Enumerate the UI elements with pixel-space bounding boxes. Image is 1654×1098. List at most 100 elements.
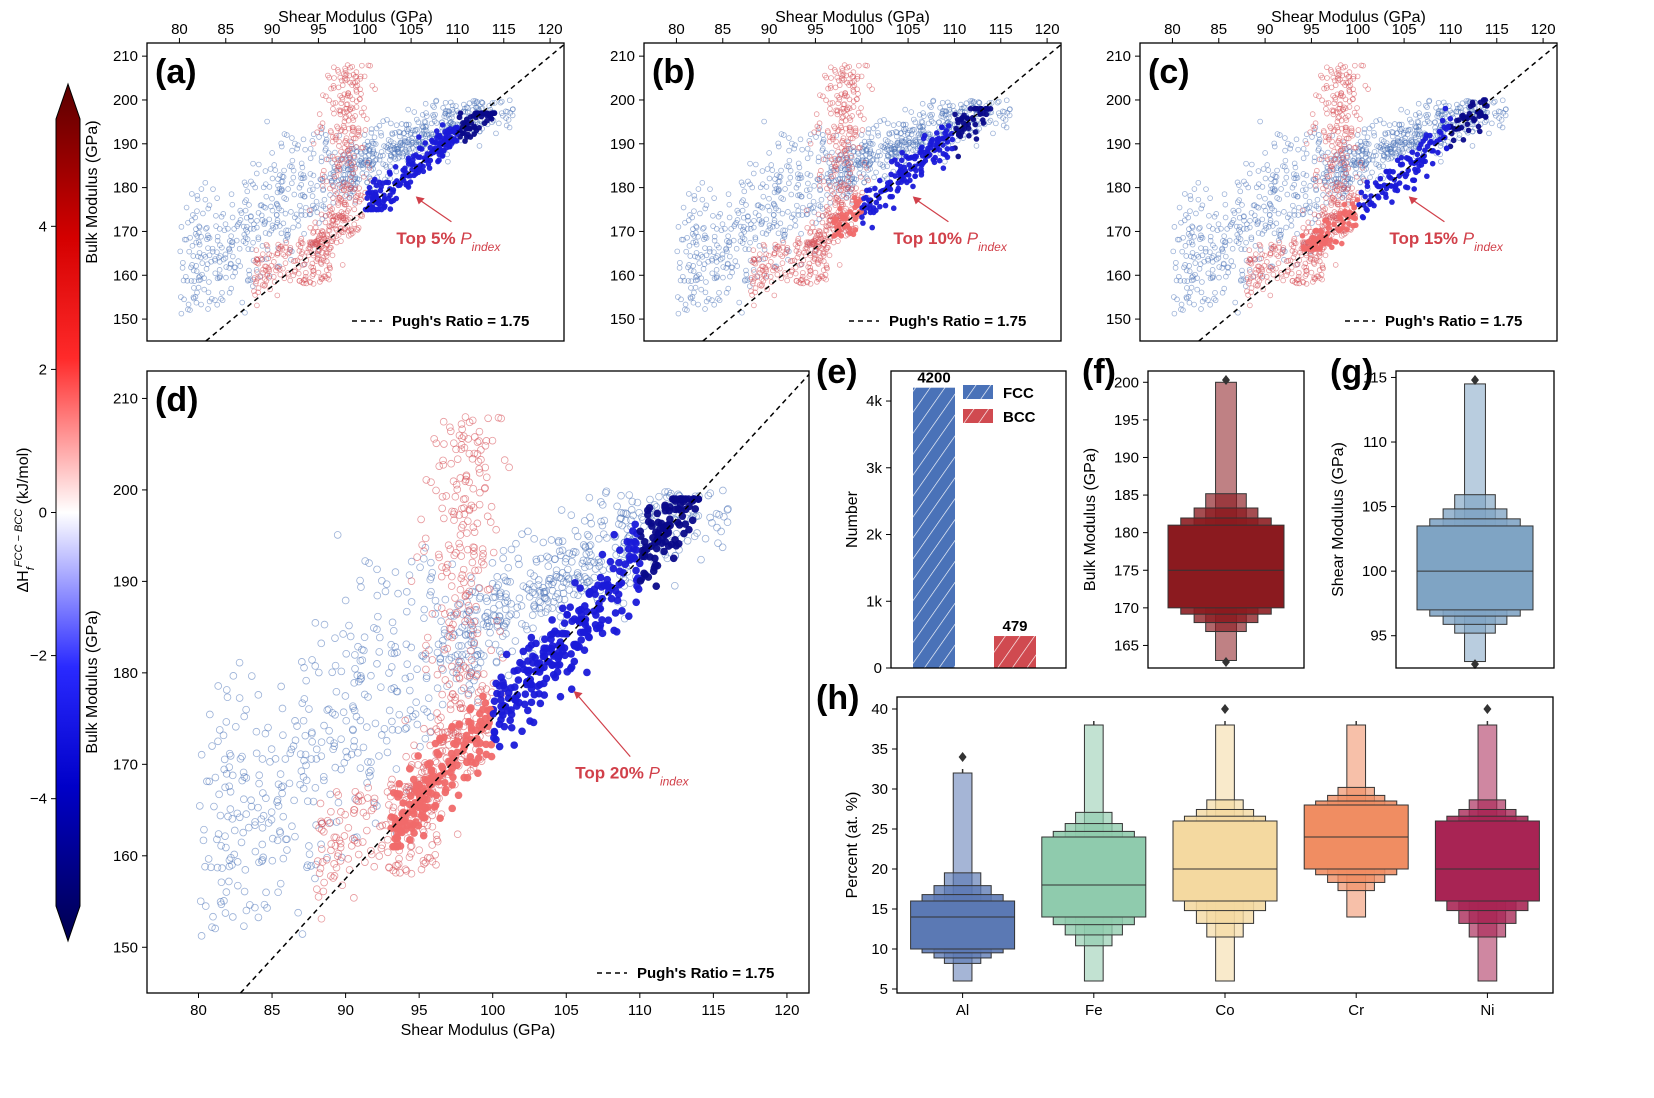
- bcc-point: [282, 260, 289, 266]
- fcc-point: [776, 173, 783, 180]
- fcc-point: [205, 234, 212, 241]
- fcc-point: [862, 161, 868, 168]
- fcc-point: [787, 224, 793, 231]
- fcc-point: [201, 286, 207, 293]
- bcc-point: [348, 226, 355, 232]
- bcc-point: [782, 270, 788, 276]
- fcc-point: [359, 162, 366, 169]
- fcc-point: [732, 258, 739, 264]
- fcc-point: [447, 99, 454, 106]
- fcc-point: [946, 111, 952, 118]
- fcc-point: [1438, 158, 1444, 165]
- bcc-point: [1319, 97, 1325, 104]
- fcc-point: [853, 161, 859, 168]
- fcc-point: [760, 193, 767, 200]
- fcc-point: [1362, 151, 1369, 157]
- fcc-point: [927, 102, 933, 109]
- fcc-point: [385, 137, 392, 143]
- top-point: [1429, 160, 1436, 167]
- fcc-point: [758, 221, 765, 228]
- top-point: [949, 136, 956, 143]
- top-point: [418, 146, 425, 152]
- fcc-point: [986, 119, 992, 126]
- top-point: [938, 124, 945, 130]
- bcc-point: [1321, 85, 1327, 92]
- bcc-point: [853, 96, 860, 103]
- bcc-point: [306, 207, 313, 214]
- top-point: [1394, 187, 1401, 194]
- top-point: [416, 134, 422, 140]
- fcc-point: [1223, 273, 1229, 280]
- top-point: [1396, 180, 1403, 186]
- fcc-point: [269, 175, 276, 182]
- fcc-point: [1178, 306, 1184, 313]
- fcc-point: [1292, 164, 1299, 171]
- fcc-point: [701, 236, 707, 243]
- fcc-point: [1423, 102, 1429, 109]
- fcc-point: [786, 157, 793, 164]
- fcc-point: [711, 233, 718, 240]
- fcc-point: [1282, 135, 1288, 141]
- fcc-point: [892, 148, 898, 155]
- top-point: [918, 166, 924, 172]
- x-tick-label: 105: [399, 21, 424, 38]
- bcc-point: [297, 238, 304, 244]
- fcc-point: [718, 227, 725, 234]
- bcc-point: [306, 244, 313, 251]
- bcc-point: [811, 129, 817, 135]
- fcc-point: [1275, 210, 1282, 217]
- top-point: [898, 157, 905, 164]
- bcc-point: [318, 126, 325, 133]
- bcc-point: [780, 239, 787, 246]
- top-point: [955, 153, 962, 160]
- fcc-point: [183, 204, 190, 211]
- fcc-point: [885, 147, 892, 153]
- fcc-point: [1180, 234, 1186, 241]
- fcc-point: [412, 126, 419, 133]
- fcc-point: [903, 146, 910, 153]
- bcc-point: [312, 241, 319, 248]
- fcc-point: [803, 187, 810, 194]
- fcc-point: [1266, 200, 1273, 207]
- fcc-point: [214, 301, 220, 308]
- top-point: [877, 203, 883, 210]
- top-point: [1439, 117, 1446, 124]
- bcc-point: [847, 128, 853, 134]
- fcc-point: [493, 130, 499, 137]
- annotation-sub: index: [472, 240, 502, 254]
- fcc-point: [1400, 149, 1406, 156]
- fcc-point: [739, 309, 745, 316]
- top-point: [409, 162, 415, 168]
- top-point: [437, 143, 443, 149]
- fcc-point: [719, 221, 726, 227]
- fcc-point: [1412, 112, 1419, 118]
- bcc-point: [812, 269, 819, 276]
- bcc-point: [1351, 91, 1357, 97]
- fcc-point: [930, 98, 936, 105]
- bcc-point: [827, 100, 833, 107]
- bcc-point: [824, 224, 830, 230]
- bcc-point: [788, 268, 795, 275]
- fcc-point: [191, 278, 198, 284]
- fcc-point: [243, 182, 249, 188]
- bcc-point: [834, 74, 841, 81]
- panel-label: (b): [652, 53, 695, 91]
- fcc-point: [867, 147, 873, 153]
- bcc-point: [326, 262, 333, 269]
- bcc-point: [805, 239, 812, 245]
- fcc-point: [1207, 233, 1214, 240]
- fcc-point: [399, 142, 405, 149]
- fcc-point: [489, 100, 496, 106]
- fcc-point: [715, 213, 722, 220]
- bcc-point: [852, 125, 859, 132]
- fcc-point: [902, 121, 909, 128]
- bcc-point: [1327, 67, 1334, 73]
- fcc-point: [698, 286, 704, 293]
- top-point: [894, 187, 901, 194]
- fcc-point: [702, 205, 709, 212]
- fcc-point: [318, 154, 325, 161]
- fcc-point: [1352, 170, 1359, 177]
- fcc-point: [781, 132, 787, 138]
- fcc-point: [942, 108, 949, 114]
- fcc-point: [250, 181, 256, 188]
